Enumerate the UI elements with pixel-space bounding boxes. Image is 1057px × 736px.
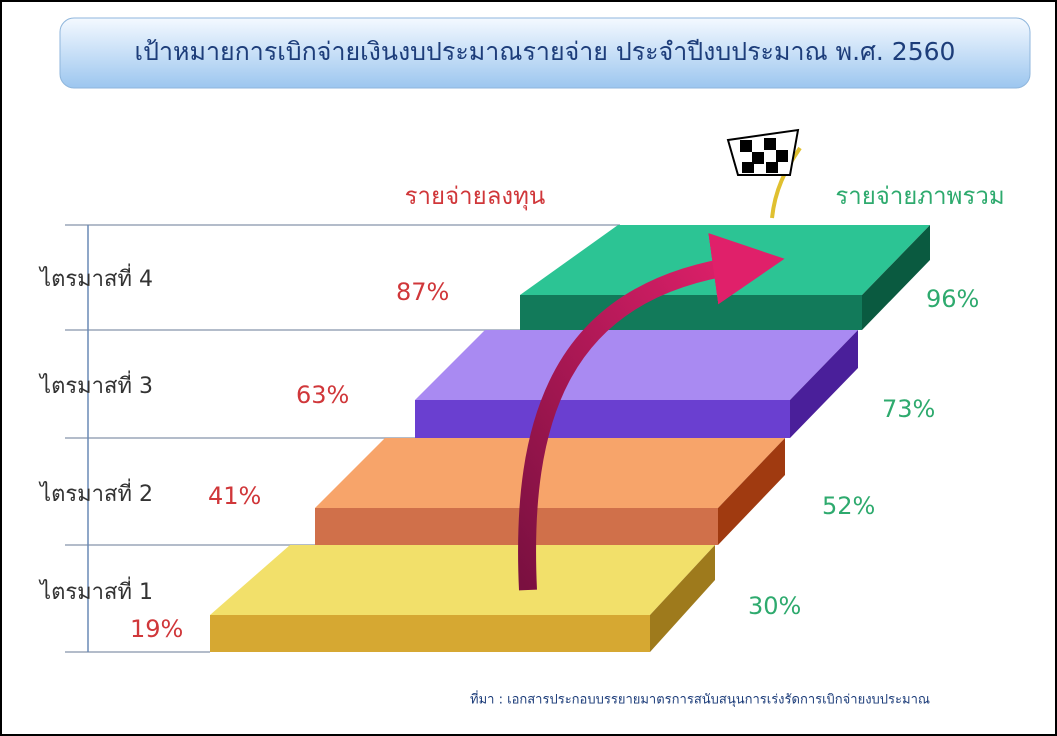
capital-pct: 87%	[396, 278, 449, 306]
quarter-label: ไตรมาสที่ 1	[38, 576, 153, 605]
quarter-label: ไตรมาสที่ 2	[38, 478, 153, 507]
source-note: ที่มา : เอกสารประกอบบรรยายมาตรการสนับสนุ…	[470, 691, 930, 708]
title-bar	[59, 17, 1031, 89]
column-heading: รายจ่ายภาพรวม	[835, 182, 1004, 210]
quarter-label: ไตรมาสที่ 3	[38, 370, 153, 399]
capital-pct: 63%	[296, 381, 349, 409]
total-pct: 73%	[882, 395, 935, 423]
capital-pct: 41%	[208, 482, 261, 510]
total-pct: 52%	[822, 492, 875, 520]
capital-pct: 19%	[130, 615, 183, 643]
column-heading: รายจ่ายลงทุน	[405, 182, 546, 211]
finish-flag	[726, 128, 802, 219]
quarter-label: ไตรมาสที่ 4	[38, 263, 153, 292]
progress-arrow	[518, 233, 785, 591]
guides	[65, 224, 620, 653]
total-pct: 96%	[926, 285, 979, 313]
title: เป้าหมายการเบิกจ่ายเงินงบประมาณรายจ่าย ป…	[135, 37, 956, 66]
total-pct: 30%	[748, 592, 801, 620]
